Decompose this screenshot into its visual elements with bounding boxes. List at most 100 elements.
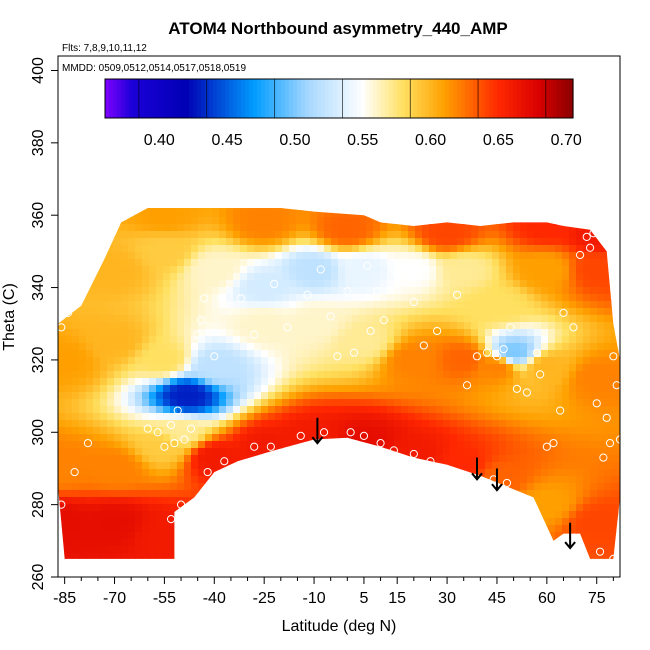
heatmap-cell xyxy=(142,364,150,372)
heatmap-cell xyxy=(142,224,150,232)
heatmap-cell xyxy=(86,378,94,386)
heatmap-cell xyxy=(142,371,150,379)
colorbar-segment xyxy=(481,79,486,118)
heatmap-cell xyxy=(79,469,87,477)
heatmap-cell xyxy=(79,385,87,393)
heatmap-cell xyxy=(58,336,66,344)
heatmap-cell xyxy=(198,322,206,330)
heatmap-cell xyxy=(191,420,199,428)
heatmap-cell xyxy=(604,504,612,512)
heatmap-cell xyxy=(457,385,465,393)
heatmap-cell xyxy=(170,259,178,267)
heatmap-cell xyxy=(72,420,80,428)
heatmap-cell xyxy=(604,350,612,358)
heatmap-cell xyxy=(268,280,276,288)
heatmap-cell xyxy=(114,525,122,533)
heatmap-cell xyxy=(135,448,143,456)
heatmap-cell xyxy=(100,399,108,407)
heatmap-cell xyxy=(163,287,171,295)
heatmap-cell xyxy=(128,511,136,519)
heatmap-cell xyxy=(261,357,269,365)
heatmap-cell xyxy=(436,413,444,421)
heatmap-cell xyxy=(268,266,276,274)
heatmap-cell xyxy=(429,259,437,267)
heatmap-cell xyxy=(212,434,220,442)
heatmap-cell xyxy=(562,504,570,512)
heatmap-cell xyxy=(65,511,73,519)
heatmap-cell xyxy=(79,546,87,554)
heatmap-cell xyxy=(310,350,318,358)
heatmap-cell xyxy=(555,329,563,337)
heatmap-cell xyxy=(401,322,409,330)
heatmap-cell xyxy=(478,280,486,288)
heatmap-cell xyxy=(93,308,101,316)
heatmap-cell xyxy=(387,252,395,260)
heatmap-cell xyxy=(212,448,220,456)
heatmap-cell xyxy=(205,259,213,267)
heatmap-cell xyxy=(254,301,262,309)
heatmap-cell xyxy=(548,490,556,498)
heatmap-cell xyxy=(366,434,374,442)
heatmap-cell xyxy=(163,343,171,351)
heatmap-cell xyxy=(296,245,304,253)
heatmap-cell xyxy=(380,252,388,260)
heatmap-cell xyxy=(569,399,577,407)
heatmap-cell xyxy=(583,483,591,491)
heatmap-cell xyxy=(485,266,493,274)
heatmap-cell xyxy=(135,413,143,421)
heatmap-cell xyxy=(198,308,206,316)
heatmap-cell xyxy=(611,497,619,505)
heatmap-cell xyxy=(93,273,101,281)
heatmap-cell xyxy=(387,336,395,344)
heatmap-cell xyxy=(79,329,87,337)
heatmap-cell xyxy=(548,392,556,400)
heatmap-cell xyxy=(240,329,248,337)
heatmap-cell xyxy=(184,448,192,456)
heatmap-cell xyxy=(513,336,521,344)
heatmap-cell xyxy=(275,385,283,393)
x-tick-label: 5 xyxy=(359,590,368,607)
heatmap-cell xyxy=(450,364,458,372)
heatmap-cell xyxy=(219,406,227,414)
heatmap-cell xyxy=(296,343,304,351)
heatmap-cell xyxy=(261,238,269,246)
heatmap-cell xyxy=(58,399,66,407)
heatmap-cell xyxy=(380,266,388,274)
heatmap-cell xyxy=(149,406,157,414)
heatmap-cell xyxy=(352,259,360,267)
heatmap-cell xyxy=(128,406,136,414)
heatmap-cell xyxy=(373,329,381,337)
heatmap-cell xyxy=(156,371,164,379)
heatmap-cell xyxy=(394,308,402,316)
heatmap-cell xyxy=(142,385,150,393)
heatmap-cell xyxy=(366,336,374,344)
heatmap-cell xyxy=(597,280,605,288)
heatmap-cell xyxy=(289,357,297,365)
heatmap-cell xyxy=(142,532,150,540)
heatmap-cell xyxy=(184,336,192,344)
heatmap-cell xyxy=(555,231,563,239)
heatmap-cell xyxy=(261,406,269,414)
heatmap-cell xyxy=(198,294,206,302)
heatmap-cell xyxy=(611,364,619,372)
heatmap-cell xyxy=(79,308,87,316)
heatmap-cell xyxy=(107,420,115,428)
heatmap-cell xyxy=(317,322,325,330)
heatmap-cell xyxy=(289,210,297,218)
heatmap-cell xyxy=(604,434,612,442)
heatmap-cell xyxy=(464,336,472,344)
heatmap-cell xyxy=(499,434,507,442)
heatmap-cell xyxy=(569,476,577,484)
heatmap-cell xyxy=(590,287,598,295)
heatmap-cell xyxy=(555,301,563,309)
observation-point xyxy=(522,388,531,397)
dates-annotation: MMDD: 0509,0512,0514,0517,0518,0519 xyxy=(62,63,246,74)
heatmap-cell xyxy=(163,469,171,477)
heatmap-cell xyxy=(65,490,73,498)
observation-point xyxy=(482,348,492,357)
heatmap-cell xyxy=(324,322,332,330)
colorbar-segment xyxy=(457,79,462,118)
colorbar-segment xyxy=(357,79,362,118)
heatmap-cell xyxy=(604,546,612,554)
heatmap-cell xyxy=(156,525,164,533)
